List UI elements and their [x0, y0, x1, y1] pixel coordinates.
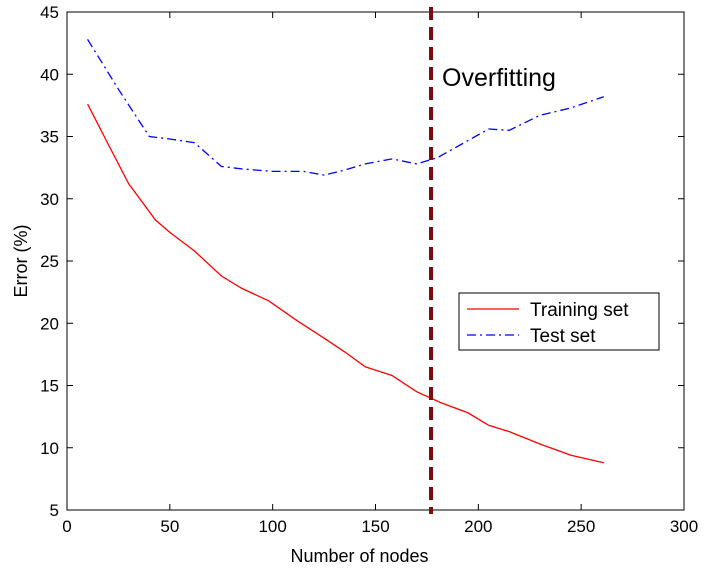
- y-tick-label: 40: [40, 65, 59, 84]
- x-axis-label: Number of nodes: [290, 546, 428, 566]
- overfitting-annotation: Overfitting: [442, 64, 556, 92]
- y-tick-label: 15: [40, 377, 59, 396]
- series-line-training-set: [87, 103, 604, 464]
- y-tick-label: 5: [50, 501, 59, 520]
- x-tick-label: 150: [361, 517, 389, 536]
- x-tick-label: 100: [258, 517, 286, 536]
- y-tick-label: 20: [40, 314, 59, 333]
- x-tick-label: 0: [62, 517, 71, 536]
- threshold-marker: Overfitting: [429, 7, 556, 514]
- y-tick-label: 35: [40, 128, 59, 147]
- legend-box: [458, 292, 660, 351]
- x-tick-label: 50: [160, 517, 179, 536]
- series-lines: [87, 39, 605, 464]
- plot-frame: [66, 11, 685, 511]
- legend: Training set Test set: [458, 292, 660, 351]
- y-axis-label: Error (%): [11, 225, 31, 298]
- x-tick-label: 300: [670, 517, 698, 536]
- y-tick-label: 45: [40, 3, 59, 22]
- series-line-test-set: [87, 39, 605, 176]
- x-tick-label: 250: [567, 517, 595, 536]
- y-tick-label: 10: [40, 439, 59, 458]
- axis-labels: Number of nodes Error (%): [11, 225, 429, 567]
- axes: 0 50 100 150 200 250 300 5 10 15 20 25 30 35 40 45: [40, 3, 698, 536]
- x-tick-label: 200: [464, 517, 492, 536]
- legend-label: Test set: [530, 326, 596, 347]
- y-tick-label: 30: [40, 190, 59, 209]
- y-tick-label: 25: [40, 252, 59, 271]
- legend-label: Training set: [530, 300, 629, 321]
